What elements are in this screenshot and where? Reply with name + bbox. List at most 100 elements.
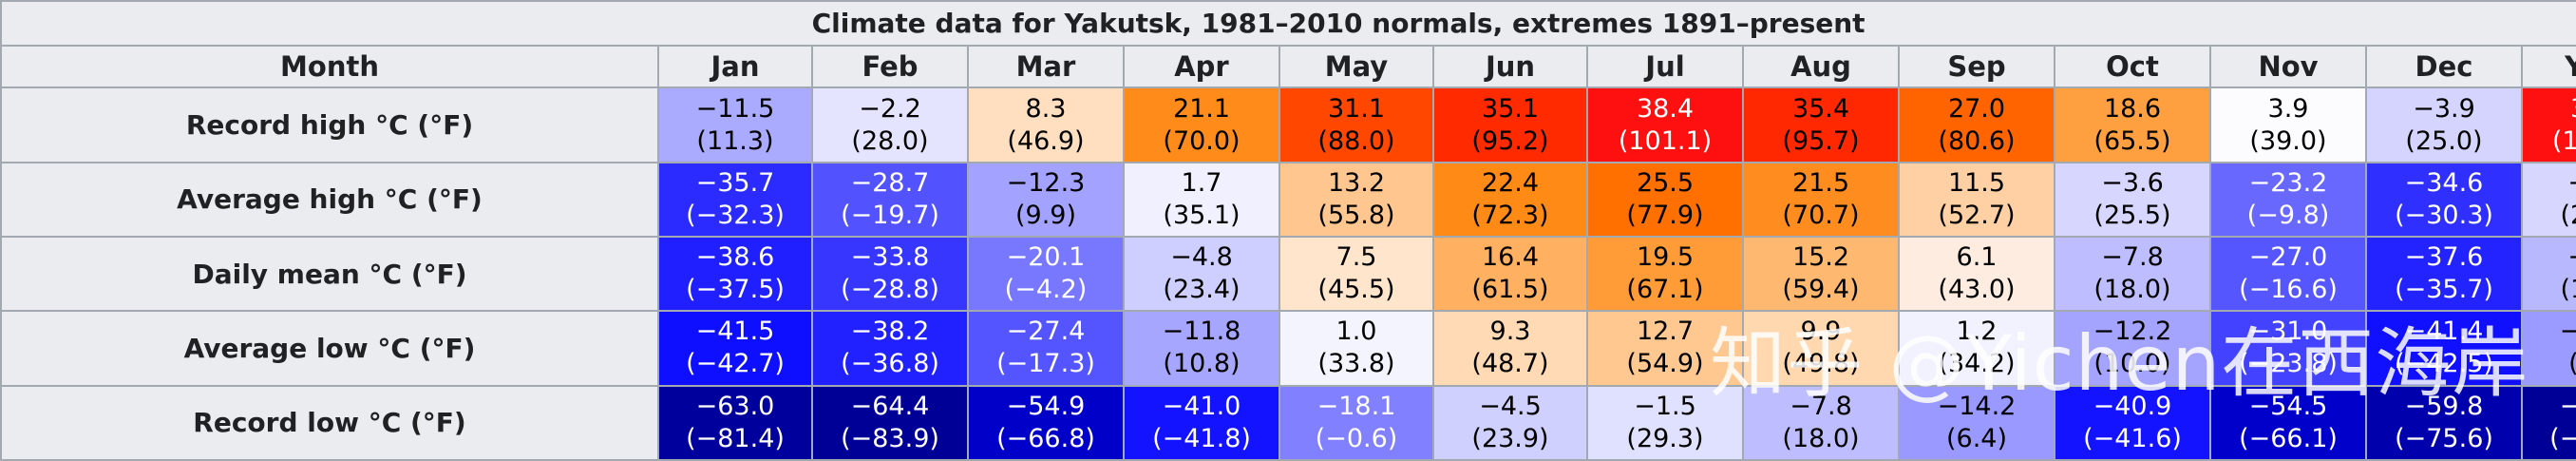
fahrenheit-value: (23.9) — [1471, 423, 1549, 453]
celsius-value: −14.2 — [1937, 391, 2017, 421]
fahrenheit-value: (−37.5) — [686, 275, 785, 305]
data-cell: −59.8 (−75.6) — [2365, 384, 2523, 461]
row-average-high: Average high °C (°F) −35.7 (−32.3) −28.7 (−1… — [0, 161, 2576, 239]
celsius-value: 21.5 — [1791, 167, 1850, 198]
celsius-value: −35.7 — [695, 167, 775, 198]
celsius-value: 1.7 — [1181, 167, 1222, 198]
row-label: Average high °C (°F) — [0, 161, 659, 239]
data-cell: −11.5 (11.3) — [657, 86, 813, 163]
celsius-value: −28.7 — [850, 167, 930, 198]
fahrenheit-value: (49.8) — [1782, 349, 1860, 379]
celsius-value: −1.5 — [1634, 391, 1696, 421]
celsius-value: 11.5 — [1947, 167, 2006, 198]
fahrenheit-value: (−41.6) — [2083, 423, 2182, 453]
celsius-value: −41.0 — [1162, 391, 1241, 421]
celsius-value: 9.3 — [1489, 317, 1531, 347]
data-cell: 25.5 (77.9) — [1586, 161, 1744, 239]
fahrenheit-value: (18.0) — [2093, 275, 2171, 305]
fahrenheit-value: (11.3) — [696, 125, 774, 156]
data-cell: −54.9 (−66.8) — [967, 384, 1125, 461]
month-header-cell: Nov — [2209, 45, 2367, 89]
fahrenheit-value: (−9.8) — [2246, 200, 2330, 230]
data-cell: 18.6 (65.5) — [2054, 86, 2211, 163]
month-header-cell: May — [1279, 45, 1434, 89]
row-record-low: Record low °C (°F) −63.0 (−81.4) −64.4 (−83.… — [0, 384, 2576, 461]
celsius-value: −2.2 — [859, 93, 921, 124]
data-cell: 7.5 (45.5) — [1279, 235, 1434, 313]
celsius-value: −3.6 — [2101, 167, 2164, 198]
celsius-value: 1.0 — [1335, 317, 1377, 347]
celsius-value: −11.5 — [695, 93, 775, 124]
celsius-value: 21.1 — [1172, 93, 1231, 124]
data-cell: −35.7 (−32.3) — [657, 161, 813, 239]
data-cell: 27.0 (80.6) — [1898, 86, 2055, 163]
fahrenheit-value: (70.0) — [1163, 125, 1241, 156]
data-cell: −3.6 (25.5) — [2054, 161, 2211, 239]
data-cell: −20.1 (−4.2) — [967, 235, 1125, 313]
data-cell: −64.4(−83.9) — [811, 384, 969, 461]
fahrenheit-value: (25.7) — [2560, 200, 2576, 230]
data-cell: −28.7 (−19.7) — [811, 161, 969, 239]
fahrenheit-value: (88.0) — [1317, 125, 1395, 156]
data-cell: 31.1 (88.0) — [1279, 86, 1434, 163]
data-cell: 9.3 (48.7) — [1432, 310, 1588, 387]
data-cell: 22.4 (72.3) — [1432, 161, 1588, 239]
month-header-cell: Mar — [967, 45, 1125, 89]
data-cell: −18.1 (−0.6) — [1279, 384, 1434, 461]
fahrenheit-value: (34.2) — [1938, 349, 2016, 379]
data-cell: −12.2 (10.0) — [2054, 310, 2211, 387]
fahrenheit-value: (28.0) — [851, 125, 929, 156]
celsius-value: −38.6 — [695, 242, 775, 273]
data-cell: −1.5 (29.3) — [1586, 384, 1744, 461]
month-header-cell: Feb — [811, 45, 969, 89]
data-cell: −54.5 (−66.1) — [2209, 384, 2367, 461]
celsius-value: −12.3 — [1006, 167, 1086, 198]
month-header-cell: Aug — [1742, 45, 1900, 89]
celsius-value: 31.1 — [1327, 93, 1386, 124]
celsius-value: −14.1 — [2559, 317, 2576, 347]
fahrenheit-value: (29.3) — [1626, 423, 1704, 453]
fahrenheit-value: (35.1) — [1163, 200, 1241, 230]
data-cell: −31.0 (−23.8) — [2209, 310, 2367, 387]
data-cell: 38.4(101.1) — [1586, 86, 1744, 163]
data-cell: 1.0 (33.8) — [1279, 310, 1434, 387]
data-cell: 13.2 (55.8) — [1279, 161, 1434, 239]
month-header-cell: Year — [2520, 45, 2576, 89]
celsius-value: −8.8 — [2523, 241, 2576, 274]
celsius-value: 6.1 — [1956, 242, 1998, 273]
fahrenheit-value: (33.8) — [1317, 349, 1395, 379]
celsius-value: −40.9 — [2093, 391, 2172, 421]
fahrenheit-value: (61.5) — [1471, 275, 1549, 305]
month-header-cell: Jan — [657, 45, 813, 89]
data-cell: −41.0 (−41.8) — [1123, 384, 1280, 461]
celsius-value: −33.8 — [850, 242, 930, 273]
data-cell: 1.7 (35.1) — [1123, 161, 1280, 239]
data-cell: −12.3 (9.9) — [967, 161, 1125, 239]
fahrenheit-value: (67.1) — [1626, 275, 1704, 305]
celsius-value: 27.0 — [1947, 93, 2006, 124]
data-cell: −8.8(16.2) — [2520, 235, 2576, 313]
data-cell: 21.1 (70.0) — [1123, 86, 1280, 163]
fahrenheit-value: (46.9) — [1007, 125, 1085, 156]
data-cell: −27.0 (−16.6) — [2209, 235, 2367, 313]
fahrenheit-value: (52.7) — [1938, 200, 2016, 230]
celsius-value: 13.2 — [1327, 167, 1386, 198]
fahrenheit-value: (−83.9) — [2549, 423, 2576, 453]
fahrenheit-value: (−42.5) — [2395, 349, 2493, 379]
fahrenheit-value: (−19.7) — [841, 200, 939, 230]
fahrenheit-value: (−66.1) — [2239, 423, 2338, 453]
month-header-cell: Oct — [2054, 45, 2211, 89]
caption-row: Climate data for Yakutsk, 1981–2010 norm… — [0, 0, 2576, 48]
data-cell: 35.1 (95.2) — [1432, 86, 1588, 163]
data-cell: −14.1(6.6) — [2520, 310, 2576, 387]
row-label: Record low °C (°F) — [0, 384, 659, 461]
fahrenheit-value: (95.2) — [1471, 125, 1549, 156]
month-header-cell: Dec — [2365, 45, 2523, 89]
celsius-value: 16.4 — [1481, 242, 1540, 273]
fahrenheit-value: (−42.7) — [686, 349, 785, 379]
celsius-value: 12.7 — [1636, 317, 1695, 347]
fahrenheit-value: (55.8) — [1317, 200, 1395, 230]
fahrenheit-value: (−32.3) — [686, 200, 785, 230]
fahrenheit-value: (10.0) — [2093, 349, 2171, 379]
